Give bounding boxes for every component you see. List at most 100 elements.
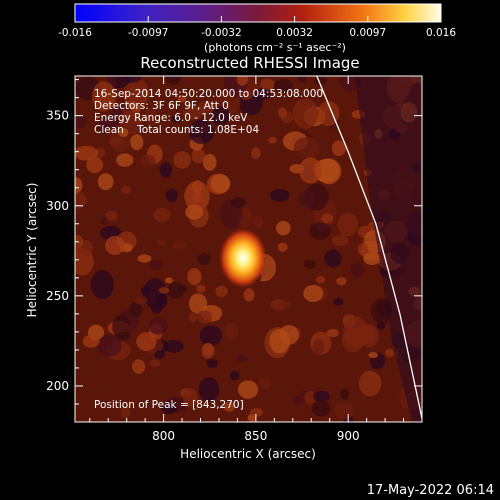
colorbar-ticks: -0.016 -0.0097 -0.0032 0.0032 0.0097 0.016 — [58, 16, 456, 39]
noise-blob — [97, 173, 114, 191]
noise-blob — [293, 395, 304, 406]
noise-blob — [103, 117, 112, 127]
noise-blob — [75, 177, 83, 194]
noise-blob — [145, 108, 158, 126]
noise-blob — [357, 242, 369, 256]
noise-blob — [182, 388, 198, 407]
noise-blob — [275, 220, 291, 236]
colorbar — [74, 3, 442, 23]
noise-blob — [185, 204, 204, 220]
noise-blob — [277, 242, 288, 252]
noise-blob — [358, 370, 382, 397]
noise-blob — [86, 156, 104, 174]
noise-blob — [137, 254, 152, 263]
noise-blob — [126, 85, 151, 103]
noise-blob — [196, 284, 206, 293]
noise-blob — [163, 339, 184, 353]
noise-blob — [304, 391, 316, 404]
noise-blob — [223, 401, 235, 412]
noise-blob — [165, 76, 182, 85]
colorbar-tick-label: 0.016 — [426, 27, 456, 39]
noise-blob — [156, 239, 166, 247]
x-tick-label: 850 — [244, 429, 267, 443]
noise-blob — [346, 325, 356, 336]
noise-blob — [339, 388, 350, 400]
noise-blob — [154, 350, 165, 360]
noise-blob — [149, 359, 161, 367]
noise-blob — [331, 234, 349, 246]
noise-blob — [224, 322, 239, 341]
noise-blob — [331, 140, 346, 157]
noise-blob — [236, 76, 248, 86]
heatmap-image — [75, 76, 422, 422]
noise-blob — [171, 115, 182, 123]
noise-blob — [198, 377, 220, 402]
noise-blob — [165, 188, 178, 203]
info-line-1: 16-Sep-2014 04:50:20.000 to 04:53:08.000 — [94, 88, 323, 100]
noise-blob — [188, 119, 215, 144]
y-tick-label: 350 — [46, 109, 69, 123]
noise-blob — [164, 277, 174, 284]
noise-blob — [159, 162, 173, 178]
x-tick-label: 900 — [337, 429, 360, 443]
noise-blob — [363, 252, 381, 265]
noise-blob — [230, 197, 246, 208]
info-text: 16-Sep-2014 04:50:20.000 to 04:53:08.000… — [94, 88, 323, 136]
solar-limb-curve — [316, 76, 422, 419]
noise-blob — [343, 316, 369, 348]
noise-blob — [116, 331, 131, 341]
x-tick-label: 800 — [152, 429, 175, 443]
noise-blob — [293, 136, 320, 159]
y-tick-label: 250 — [46, 289, 69, 303]
colorbar-tick-label: 0.0097 — [349, 27, 386, 39]
noise-blob — [278, 107, 288, 118]
noise-blob — [313, 390, 330, 403]
noise-blob — [316, 276, 326, 284]
noise-blob — [303, 284, 324, 302]
noise-blob — [100, 216, 109, 225]
noise-blob — [136, 332, 157, 352]
noise-blob — [197, 253, 211, 266]
noise-blob — [292, 98, 319, 129]
noise-blob — [298, 190, 316, 208]
noise-blob — [267, 136, 277, 144]
noise-blob — [105, 235, 125, 255]
noise-blob — [270, 188, 290, 202]
noise-blob — [273, 79, 293, 93]
noise-blob — [75, 234, 84, 250]
noise-blob — [258, 377, 271, 389]
colorbar-tick-label: -0.0032 — [201, 27, 242, 39]
noise-blob — [337, 212, 359, 237]
y-tick-label: 200 — [46, 379, 69, 393]
noise-blob — [351, 262, 365, 279]
colorbar-tick-label: -0.016 — [58, 27, 92, 39]
noise-blob — [280, 300, 291, 309]
noise-blob — [326, 328, 339, 338]
colorbar-tick-label: 0.0032 — [276, 27, 313, 39]
noise-blob — [148, 317, 168, 335]
colorbar-units: (photons cm⁻² s⁻¹ asec⁻²) — [204, 41, 346, 54]
noise-blob — [184, 181, 210, 211]
noise-blob — [312, 339, 325, 355]
noise-blob — [249, 408, 264, 417]
noise-blob — [237, 380, 259, 399]
noise-blob — [173, 151, 191, 169]
noise-blob — [311, 400, 331, 417]
noise-blob — [229, 370, 240, 381]
noise-blob — [182, 104, 204, 120]
peak-position-label: Position of Peak = [843,270] — [94, 399, 244, 411]
noise-blob — [254, 88, 271, 100]
colorbar-tick-label: -0.0097 — [128, 27, 169, 39]
noise-blob — [199, 325, 222, 347]
noise-blob — [161, 402, 178, 415]
plot-frame — [74, 75, 423, 423]
noise-blob — [171, 125, 182, 135]
noise-blob — [215, 285, 228, 298]
noise-blob — [299, 157, 322, 184]
noise-blob — [201, 342, 215, 359]
noise-blob — [321, 213, 334, 224]
noise-blob — [336, 277, 347, 286]
noise-blob — [224, 76, 233, 85]
noise-blob — [166, 281, 185, 299]
noise-blob — [139, 154, 156, 168]
